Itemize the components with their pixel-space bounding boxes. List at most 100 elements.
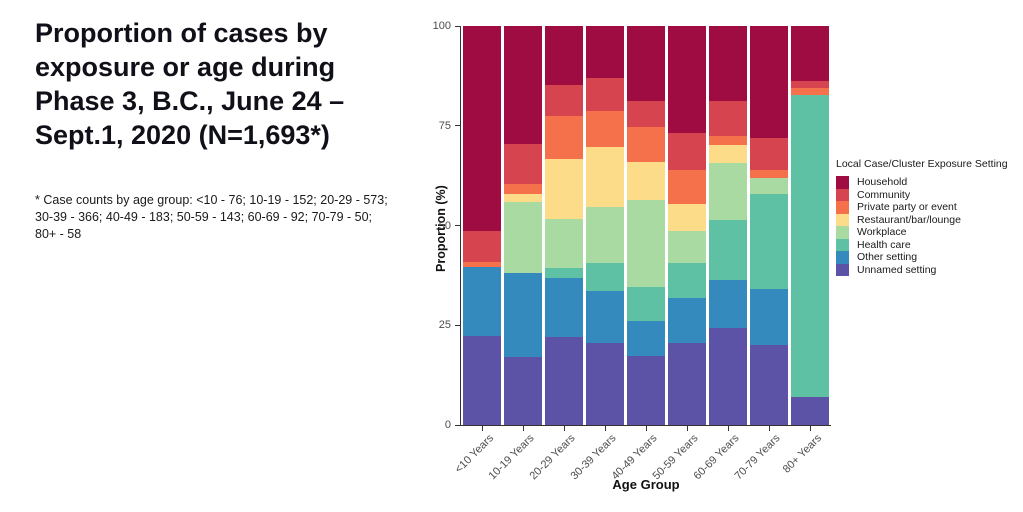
y-axis-line xyxy=(460,26,461,426)
segment-other-setting xyxy=(463,267,501,336)
legend-item-unnamed-setting: Unnamed setting xyxy=(836,263,1008,276)
segment-unnamed-setting xyxy=(750,345,788,425)
segment-workplace xyxy=(709,162,747,221)
segment-community xyxy=(463,230,501,263)
segment-other-setting xyxy=(668,298,706,343)
segment-other-setting xyxy=(586,291,624,344)
bar-10-19-years xyxy=(504,26,542,425)
segment-other-setting xyxy=(750,289,788,346)
segment-restaurant/bar/lounge xyxy=(504,193,542,202)
segment-unnamed-setting xyxy=(463,335,501,425)
y-tick xyxy=(455,225,460,226)
segment-community xyxy=(545,85,583,117)
y-tick-label: 25 xyxy=(438,319,451,332)
segment-private-party-or-event xyxy=(463,262,501,268)
segment-unnamed-setting xyxy=(504,356,542,425)
segment-unnamed-setting xyxy=(627,355,665,425)
legend-item-label: Restaurant/bar/lounge xyxy=(857,213,961,226)
x-tick xyxy=(563,426,565,431)
legend-swatch xyxy=(836,238,849,251)
legend-item-private-party-or-event: Private party or event xyxy=(836,201,1008,214)
segment-unnamed-setting xyxy=(709,327,747,425)
legend-item-label: Health care xyxy=(857,238,911,251)
legend-swatch xyxy=(836,201,849,214)
legend-item-label: Unnamed setting xyxy=(857,263,937,276)
segment-other-setting xyxy=(504,272,542,357)
x-tick xyxy=(727,426,729,431)
y-tick-label: 75 xyxy=(438,119,451,132)
x-tick xyxy=(645,426,647,431)
y-tick xyxy=(455,25,460,27)
page-title: Proportion of cases by exposure or age d… xyxy=(35,18,345,150)
segment-restaurant/bar/lounge xyxy=(586,147,624,207)
legend-item-workplace: Workplace xyxy=(836,226,1008,239)
bar-70-79-years xyxy=(750,26,788,425)
segment-household xyxy=(750,26,788,138)
legend-swatch xyxy=(836,251,849,264)
x-tick xyxy=(768,426,770,431)
y-tick-label: 50 xyxy=(438,219,451,232)
legend-item-label: Household xyxy=(857,176,908,188)
segment-household xyxy=(545,26,583,86)
x-tick xyxy=(604,426,606,431)
segment-private-party-or-event xyxy=(627,127,665,163)
legend-item-label: Workplace xyxy=(857,226,907,238)
legend-swatch xyxy=(836,263,849,276)
legend-item-restaurant/bar/lounge: Restaurant/bar/lounge xyxy=(836,213,1008,226)
legend: Local Case/Cluster Exposure Setting Hous… xyxy=(836,158,1008,276)
segment-restaurant/bar/lounge xyxy=(668,203,706,232)
legend-items: Household Community Private party or event… xyxy=(836,176,1008,276)
segment-household xyxy=(586,26,624,78)
y-tick xyxy=(455,125,460,127)
segment-health-care xyxy=(668,263,706,299)
segment-community xyxy=(709,101,747,136)
segment-private-party-or-event xyxy=(504,183,542,194)
legend-title: Local Case/Cluster Exposure Setting xyxy=(836,158,1008,170)
y-tick-label: 0 xyxy=(444,419,451,431)
segment-health-care xyxy=(750,193,788,290)
legend-item-other-setting: Other setting xyxy=(836,251,1008,264)
legend-swatch xyxy=(836,213,849,226)
segment-restaurant/bar/lounge xyxy=(709,145,747,163)
segment-other-setting xyxy=(627,321,665,356)
segment-workplace xyxy=(504,201,542,273)
segment-household xyxy=(504,26,542,145)
segment-restaurant/bar/lounge xyxy=(545,158,583,219)
segment-private-party-or-event xyxy=(709,135,747,146)
bar-40-49-years xyxy=(627,26,665,425)
segment-household xyxy=(709,26,747,101)
bar-80+-years xyxy=(791,26,829,425)
segment-workplace xyxy=(545,218,583,269)
footnote: * Case counts by age group: <10 - 76; 10… xyxy=(35,193,388,241)
x-tick xyxy=(809,426,811,431)
legend-swatch xyxy=(836,226,849,239)
segment-other-setting xyxy=(545,277,583,338)
x-axis-title: Age Group xyxy=(612,477,680,492)
legend-item-label: Private party or event xyxy=(857,201,957,213)
x-tick xyxy=(522,426,524,431)
segment-unnamed-setting xyxy=(586,343,624,425)
segment-household xyxy=(463,26,501,231)
segment-unnamed-setting xyxy=(545,337,583,425)
bar-<10-years xyxy=(463,26,501,425)
segment-unnamed-setting xyxy=(791,397,829,425)
y-tick-label: 100 xyxy=(432,20,451,32)
segment-community xyxy=(791,81,829,88)
legend-item-label: Other setting xyxy=(857,251,918,263)
segment-private-party-or-event xyxy=(668,170,706,204)
segment-private-party-or-event xyxy=(750,169,788,178)
segment-household xyxy=(627,26,665,101)
segment-private-party-or-event xyxy=(586,110,624,148)
bar-60-69-years xyxy=(709,26,747,425)
segment-community xyxy=(627,101,665,128)
legend-swatch xyxy=(836,176,849,189)
legend-item-label: Community xyxy=(857,188,911,201)
x-tick-label: 80+ Years xyxy=(780,432,824,476)
y-tick xyxy=(455,424,460,426)
segment-other-setting xyxy=(709,279,747,328)
segment-health-care xyxy=(791,94,829,398)
legend-item-community: Community xyxy=(836,188,1008,201)
segment-health-care xyxy=(545,268,583,278)
segment-restaurant/bar/lounge xyxy=(627,162,665,201)
segment-unnamed-setting xyxy=(668,342,706,425)
